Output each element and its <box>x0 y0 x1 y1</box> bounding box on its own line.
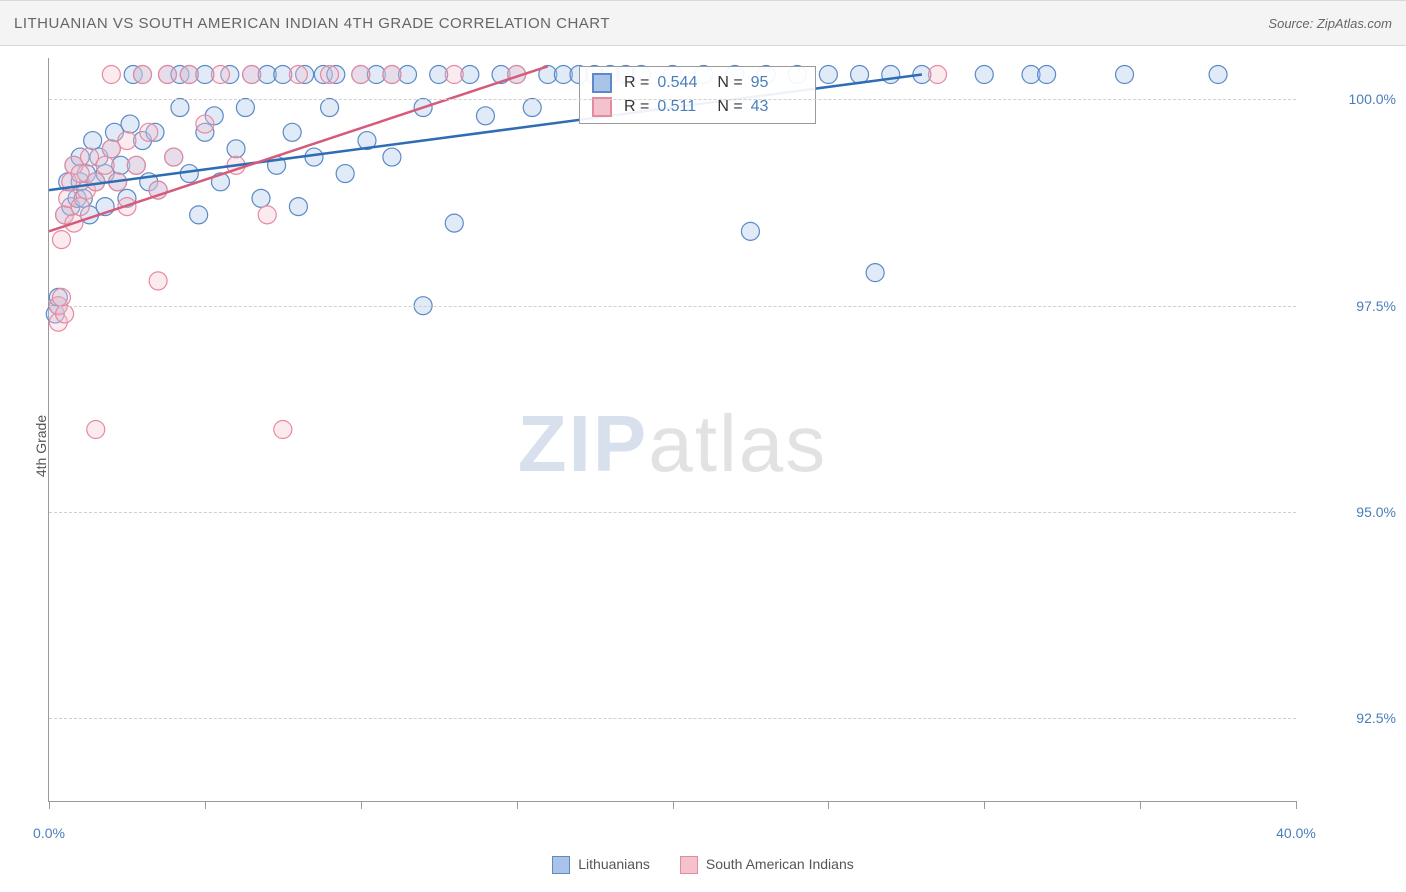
scatter-point <box>121 115 139 133</box>
stats-n-label: N = <box>717 74 742 92</box>
y-axis-label: 4th Grade <box>33 415 49 477</box>
legend-item-sai: South American Indians <box>680 856 854 874</box>
stats-row: R = 0.544 N = 95 <box>580 71 815 95</box>
legend-swatch-pink <box>680 856 698 874</box>
scatter-point <box>1209 66 1227 84</box>
scatter-point <box>227 140 245 158</box>
scatter-point <box>196 115 214 133</box>
x-tick-label: 0.0% <box>33 825 65 841</box>
stats-swatch <box>592 73 612 93</box>
scatter-point <box>882 66 900 84</box>
scatter-point <box>274 421 292 439</box>
x-tick-mark <box>1140 801 1141 809</box>
scatter-point <box>211 66 229 84</box>
scatter-point <box>523 99 541 117</box>
stats-n-value: 43 <box>751 98 803 116</box>
scatter-point <box>352 66 370 84</box>
x-tick-mark <box>984 801 985 809</box>
scatter-point <box>445 66 463 84</box>
scatter-point <box>190 206 208 224</box>
chart-title: LITHUANIAN VS SOUTH AMERICAN INDIAN 4TH … <box>14 15 610 32</box>
scatter-point <box>1116 66 1134 84</box>
stats-r-label: R = <box>624 74 649 92</box>
scatter-point <box>180 66 198 84</box>
scatter-point <box>321 99 339 117</box>
scatter-point <box>258 206 276 224</box>
scatter-point <box>96 156 114 174</box>
stats-n-value: 95 <box>751 74 803 92</box>
scatter-point <box>252 189 270 207</box>
scatter-point <box>56 305 74 323</box>
header-bar: LITHUANIAN VS SOUTH AMERICAN INDIAN 4TH … <box>0 0 1406 46</box>
legend-item-lithuanians: Lithuanians <box>552 856 650 874</box>
scatter-point <box>283 123 301 141</box>
scatter-point <box>171 99 189 117</box>
scatter-point <box>102 66 120 84</box>
y-tick-label: 97.5% <box>1308 298 1396 314</box>
scatter-point <box>383 148 401 166</box>
scatter-point <box>289 66 307 84</box>
scatter-point <box>1038 66 1056 84</box>
scatter-point <box>336 165 354 183</box>
plot-wrap: ZIPatlas R =0.544N =95R =0.511N =43 92.5… <box>48 58 1296 802</box>
scatter-point <box>71 198 89 216</box>
scatter-point <box>819 66 837 84</box>
x-tick-mark <box>361 801 362 809</box>
scatter-point <box>149 272 167 290</box>
scatter-point <box>741 222 759 240</box>
scatter-point <box>84 132 102 150</box>
source-attribution: Source: ZipAtlas.com <box>1268 16 1392 31</box>
legend-bottom: Lithuanians South American Indians <box>0 856 1406 874</box>
y-tick-label: 92.5% <box>1308 710 1396 726</box>
scatter-point <box>445 214 463 232</box>
stats-box: R = 0.544 N = 95 R = 0.511 N = 43 <box>579 66 816 124</box>
gridline-h <box>49 99 1296 100</box>
scatter-point <box>383 66 401 84</box>
scatter-point <box>87 421 105 439</box>
scatter-point <box>975 66 993 84</box>
x-tick-mark <box>1296 801 1297 809</box>
y-tick-label: 95.0% <box>1308 504 1396 520</box>
stats-r-value: 0.511 <box>657 98 709 116</box>
source-value: ZipAtlas.com <box>1317 16 1392 31</box>
source-label: Source: <box>1268 16 1313 31</box>
x-tick-mark <box>517 801 518 809</box>
x-tick-mark <box>673 801 674 809</box>
plot-area: ZIPatlas R =0.544N =95R =0.511N =43 92.5… <box>48 58 1296 802</box>
legend-label-1: Lithuanians <box>578 856 650 872</box>
scatter-point <box>140 123 158 141</box>
x-tick-mark <box>205 801 206 809</box>
scatter-point <box>127 156 145 174</box>
scatter-point <box>866 264 884 282</box>
scatter-point <box>928 66 946 84</box>
scatter-point <box>165 148 183 166</box>
legend-label-2: South American Indians <box>706 856 854 872</box>
x-tick-label: 40.0% <box>1276 825 1316 841</box>
stats-r-label: R = <box>624 98 649 116</box>
stats-r-value: 0.544 <box>657 74 709 92</box>
scatter-point <box>476 107 494 125</box>
legend-swatch-blue <box>552 856 570 874</box>
scatter-point <box>236 99 254 117</box>
gridline-h <box>49 718 1296 719</box>
scatter-point <box>289 198 307 216</box>
scatter-point <box>134 66 152 84</box>
x-tick-mark <box>49 801 50 809</box>
scatter-point <box>52 231 70 249</box>
y-tick-label: 100.0% <box>1308 91 1396 107</box>
chart-svg <box>49 58 1296 801</box>
gridline-h <box>49 306 1296 307</box>
scatter-point <box>321 66 339 84</box>
scatter-point <box>52 288 70 306</box>
scatter-point <box>243 66 261 84</box>
gridline-h <box>49 512 1296 513</box>
stats-n-label: N = <box>717 98 742 116</box>
scatter-point <box>118 132 136 150</box>
x-tick-mark <box>828 801 829 809</box>
scatter-point <box>158 66 176 84</box>
